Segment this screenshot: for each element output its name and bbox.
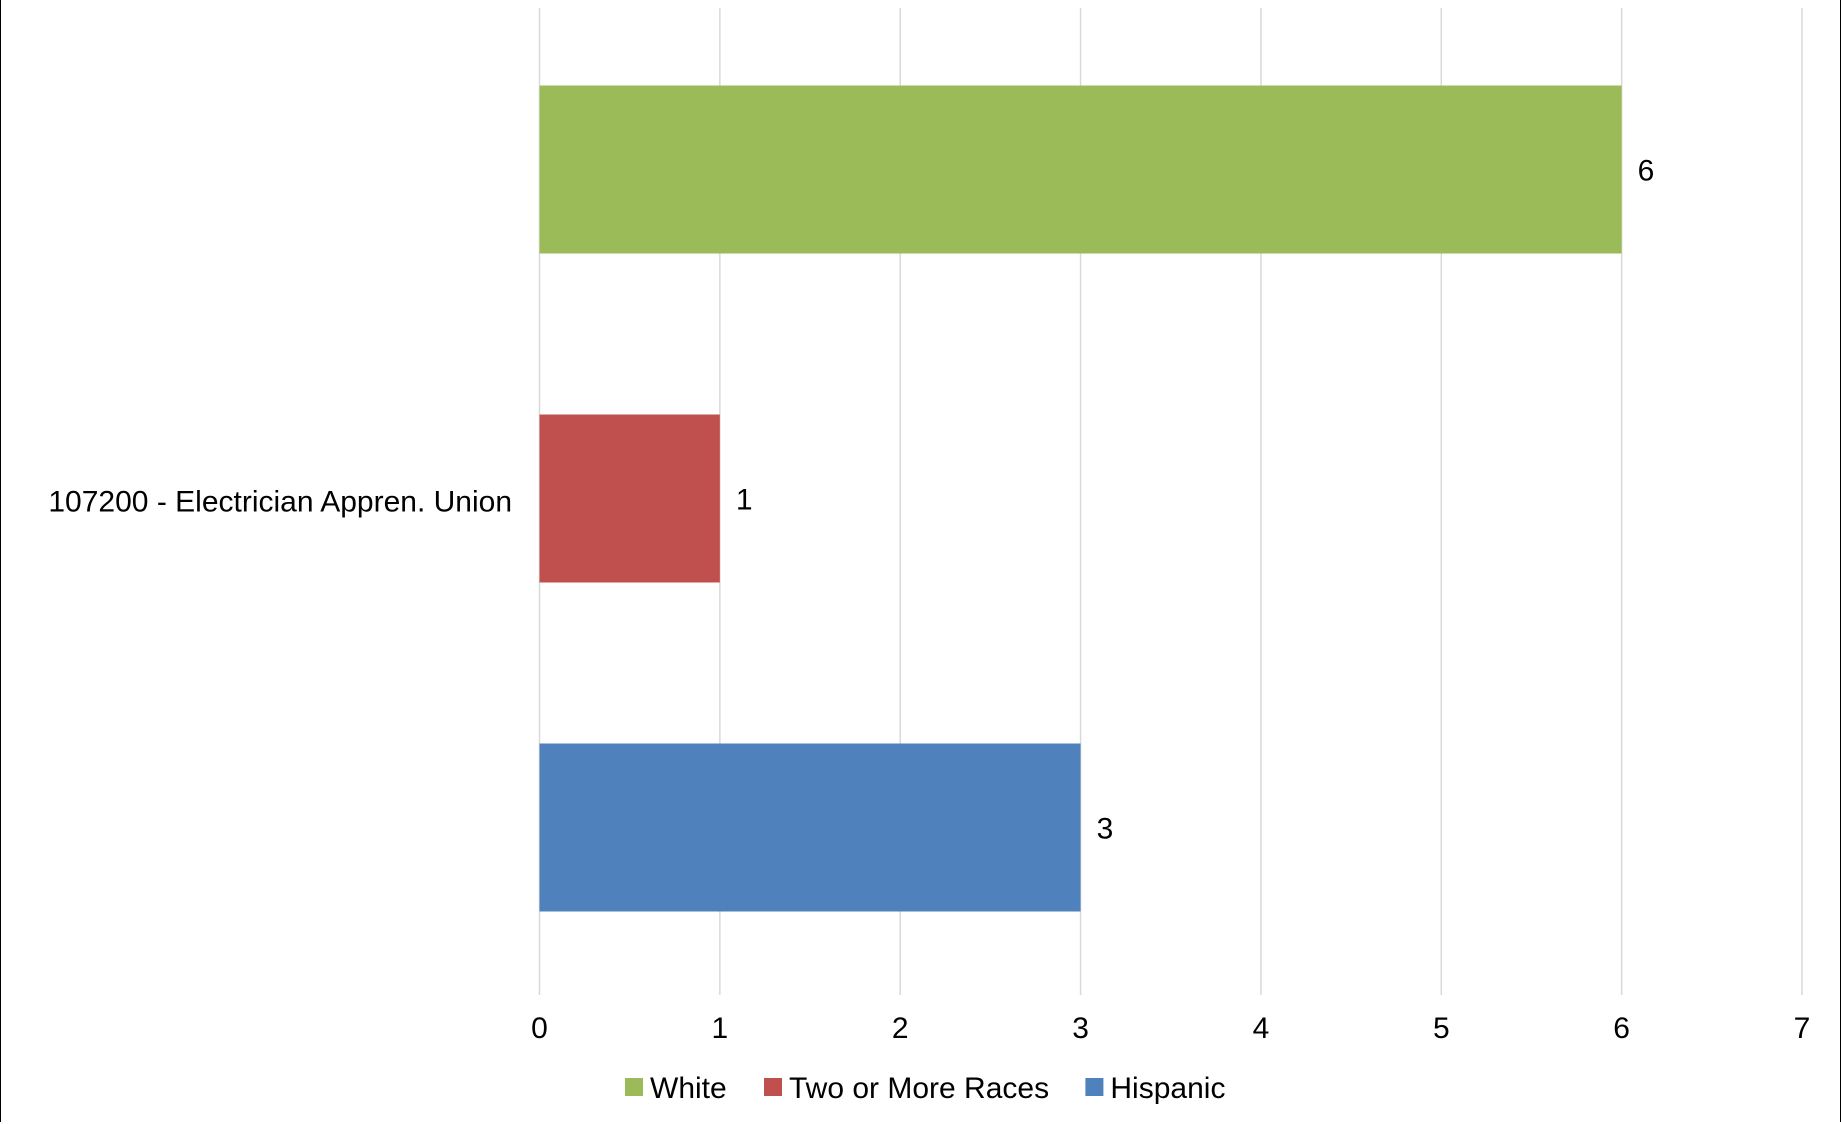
data-label: 1 <box>736 484 753 517</box>
legend-label: White <box>650 1072 727 1105</box>
x-tick-label: 1 <box>712 1012 729 1045</box>
bar-white <box>539 85 1622 254</box>
x-tick-label: 4 <box>1253 1012 1270 1045</box>
x-tick-label: 0 <box>531 1012 548 1045</box>
bar-two-or-more-races <box>539 414 720 583</box>
legend-label: Two or More Races <box>789 1072 1049 1105</box>
legend-swatch-white <box>625 1078 643 1096</box>
data-label: 3 <box>1097 813 1114 846</box>
category-label: 107200 - Electrician Appren. Union <box>48 486 512 519</box>
data-label: 6 <box>1638 155 1655 188</box>
x-tick-label: 3 <box>1072 1012 1089 1045</box>
legend-swatch-hispanic <box>1085 1078 1104 1096</box>
x-tick-label: 5 <box>1433 1012 1450 1045</box>
bar-hispanic <box>539 743 1081 912</box>
x-tick-label: 6 <box>1613 1012 1630 1045</box>
x-tick-label: 7 <box>1794 1012 1811 1045</box>
legend-swatch-two-or-more-races <box>764 1078 782 1096</box>
x-tick-label: 2 <box>892 1012 909 1045</box>
legend-label: Hispanic <box>1110 1072 1225 1105</box>
